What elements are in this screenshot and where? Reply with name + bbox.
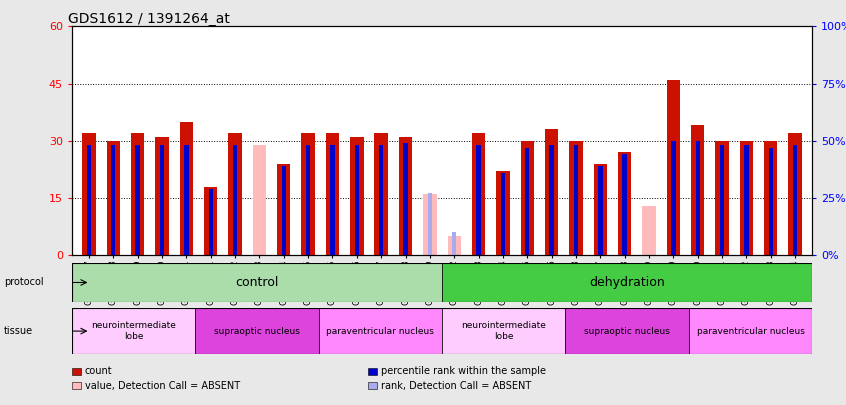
Bar — [428, 193, 432, 255]
Text: supraoptic nucleus: supraoptic nucleus — [584, 326, 670, 336]
Bar — [326, 133, 339, 255]
Bar — [319, 308, 442, 354]
Bar — [111, 145, 116, 255]
Bar — [375, 133, 387, 255]
Bar — [253, 145, 266, 255]
Bar — [442, 308, 565, 354]
Bar — [671, 141, 676, 255]
Bar — [107, 141, 120, 255]
Bar — [497, 171, 509, 255]
Bar — [131, 133, 145, 255]
Bar — [618, 152, 631, 255]
Bar — [574, 145, 578, 255]
Bar — [72, 263, 442, 302]
Bar — [301, 133, 315, 255]
Bar — [233, 145, 237, 255]
Bar — [156, 137, 168, 255]
Bar — [525, 147, 530, 255]
Bar — [691, 126, 705, 255]
Bar — [195, 308, 319, 354]
Bar — [87, 145, 91, 255]
Bar — [398, 137, 412, 255]
Bar — [720, 145, 724, 255]
Bar — [452, 232, 456, 255]
Bar — [442, 263, 812, 302]
Bar — [379, 145, 383, 255]
Bar — [520, 141, 534, 255]
Bar — [623, 154, 627, 255]
Text: value, Detection Call = ABSENT: value, Detection Call = ABSENT — [85, 381, 239, 390]
Text: protocol: protocol — [4, 277, 44, 288]
Bar — [82, 133, 96, 255]
Bar — [689, 308, 812, 354]
Bar — [72, 308, 195, 354]
Bar — [545, 129, 558, 255]
Text: control: control — [235, 276, 278, 289]
Bar — [667, 80, 680, 255]
Text: rank, Detection Call = ABSENT: rank, Detection Call = ABSENT — [381, 381, 531, 390]
Text: dehydration: dehydration — [589, 276, 665, 289]
Bar — [423, 194, 437, 255]
Bar — [204, 186, 217, 255]
Text: percentile rank within the sample: percentile rank within the sample — [381, 367, 546, 376]
Bar — [476, 145, 481, 255]
Text: tissue: tissue — [4, 326, 33, 336]
Bar — [330, 145, 335, 255]
Bar — [404, 143, 408, 255]
Text: neurointermediate
lobe: neurointermediate lobe — [461, 322, 547, 341]
Text: paraventricular nucleus: paraventricular nucleus — [696, 326, 805, 336]
Bar — [739, 141, 753, 255]
Bar — [350, 137, 364, 255]
Text: GDS1612 / 1391264_at: GDS1612 / 1391264_at — [68, 12, 229, 26]
Bar — [768, 147, 773, 255]
Bar — [228, 133, 242, 255]
Bar — [277, 164, 290, 255]
Bar — [549, 145, 554, 255]
Bar — [598, 166, 602, 255]
Bar — [448, 236, 461, 255]
Bar — [744, 145, 749, 255]
Bar — [793, 145, 797, 255]
Bar — [569, 141, 583, 255]
Bar — [642, 206, 656, 255]
Bar — [282, 166, 286, 255]
Bar — [306, 145, 310, 255]
Bar — [501, 173, 505, 255]
Bar — [179, 122, 193, 255]
Text: neurointermediate
lobe: neurointermediate lobe — [91, 322, 176, 341]
Text: count: count — [85, 367, 113, 376]
Bar — [354, 145, 359, 255]
Bar — [565, 308, 689, 354]
Text: paraventricular nucleus: paraventricular nucleus — [327, 326, 434, 336]
Bar — [160, 145, 164, 255]
Bar — [184, 145, 189, 255]
Bar — [472, 133, 486, 255]
Bar — [208, 189, 213, 255]
Bar — [716, 141, 728, 255]
Bar — [594, 164, 607, 255]
Bar — [695, 141, 700, 255]
Bar — [135, 145, 140, 255]
Text: supraoptic nucleus: supraoptic nucleus — [214, 326, 300, 336]
Bar — [764, 141, 777, 255]
Bar — [788, 133, 802, 255]
